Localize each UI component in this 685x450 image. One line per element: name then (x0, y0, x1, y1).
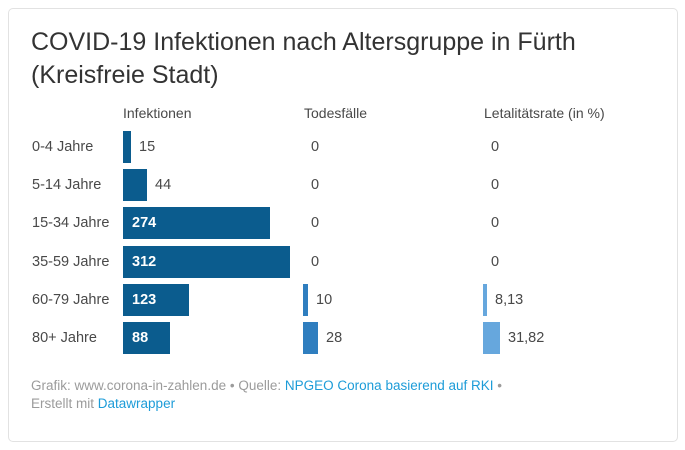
erstellt-label: Erstellt mit (31, 396, 95, 411)
footer-line-1: Grafik: www.corona-in-zahlen.de • Quelle… (31, 377, 641, 395)
value-letalitaetsrate: 8,13 (495, 292, 524, 308)
separator-dot: • (229, 378, 235, 393)
value-todesfaelle: 0 (311, 215, 320, 231)
value-infektionen: 274 (132, 215, 157, 231)
bar-infektionen (123, 322, 170, 354)
quelle-label: Quelle: (238, 378, 282, 393)
value-infektionen: 88 (132, 330, 149, 346)
value-todesfaelle: 10 (316, 292, 333, 308)
value-todesfaelle: 0 (311, 139, 320, 155)
grafik-credit: Grafik: www.corona-in-zahlen.de (31, 378, 227, 393)
value-infektionen: 312 (132, 254, 157, 270)
row-label: 5-14 Jahre (32, 177, 102, 193)
separator-dot: • (497, 378, 503, 393)
source-link[interactable]: NPGEO Corona basierend auf RKI (284, 378, 494, 393)
value-infektionen: 123 (132, 292, 157, 308)
row-label: 80+ Jahre (32, 330, 97, 346)
bar-chart-rows: 0-4 Jahre 15 0 0 5-14 Jahre 44 0 0 15-34 Jahre 27… (9, 9, 677, 441)
chart-footer: Grafik: www.corona-in-zahlen.de • Quelle… (31, 377, 641, 413)
bar-todesfaelle (303, 284, 308, 316)
bar-infektionen (123, 131, 131, 163)
value-letalitaetsrate: 0 (491, 139, 500, 155)
footer-line-2: Erstellt mit Datawrapper (31, 395, 641, 413)
column-header-letalitaetsrate: Letalitätsrate (in %) (484, 105, 605, 121)
bar-infektionen (123, 284, 189, 316)
chart-title: COVID-19 Infektionen nach Altersgruppe i… (31, 28, 576, 89)
value-todesfaelle: 28 (326, 330, 343, 346)
column-header-infektionen: Infektionen (123, 105, 192, 121)
row-label: 35-59 Jahre (32, 254, 110, 270)
value-todesfaelle: 0 (311, 177, 320, 193)
value-letalitaetsrate: 0 (491, 177, 500, 193)
bar-infektionen (123, 207, 270, 239)
row-label: 60-79 Jahre (32, 292, 110, 308)
value-letalitaetsrate: 0 (491, 254, 500, 270)
datawrapper-link[interactable]: Datawrapper (97, 396, 176, 411)
value-infektionen: 44 (155, 177, 172, 193)
value-todesfaelle: 0 (311, 254, 320, 270)
column-header-todesfaelle: Todesfälle (304, 105, 368, 121)
value-letalitaetsrate: 31,82 (508, 330, 545, 346)
bar-infektionen (123, 246, 290, 278)
bar-infektionen (123, 169, 147, 201)
bar-letalitaetsrate (483, 284, 487, 316)
value-infektionen: 15 (139, 139, 156, 155)
row-label: 0-4 Jahre (32, 139, 94, 155)
bar-todesfaelle (303, 322, 318, 354)
row-label: 15-34 Jahre (32, 215, 110, 231)
bar-letalitaetsrate (483, 322, 500, 354)
chart-card: COVID-19 Infektionen nach Altersgruppe i… (8, 8, 678, 442)
value-letalitaetsrate: 0 (491, 215, 500, 231)
